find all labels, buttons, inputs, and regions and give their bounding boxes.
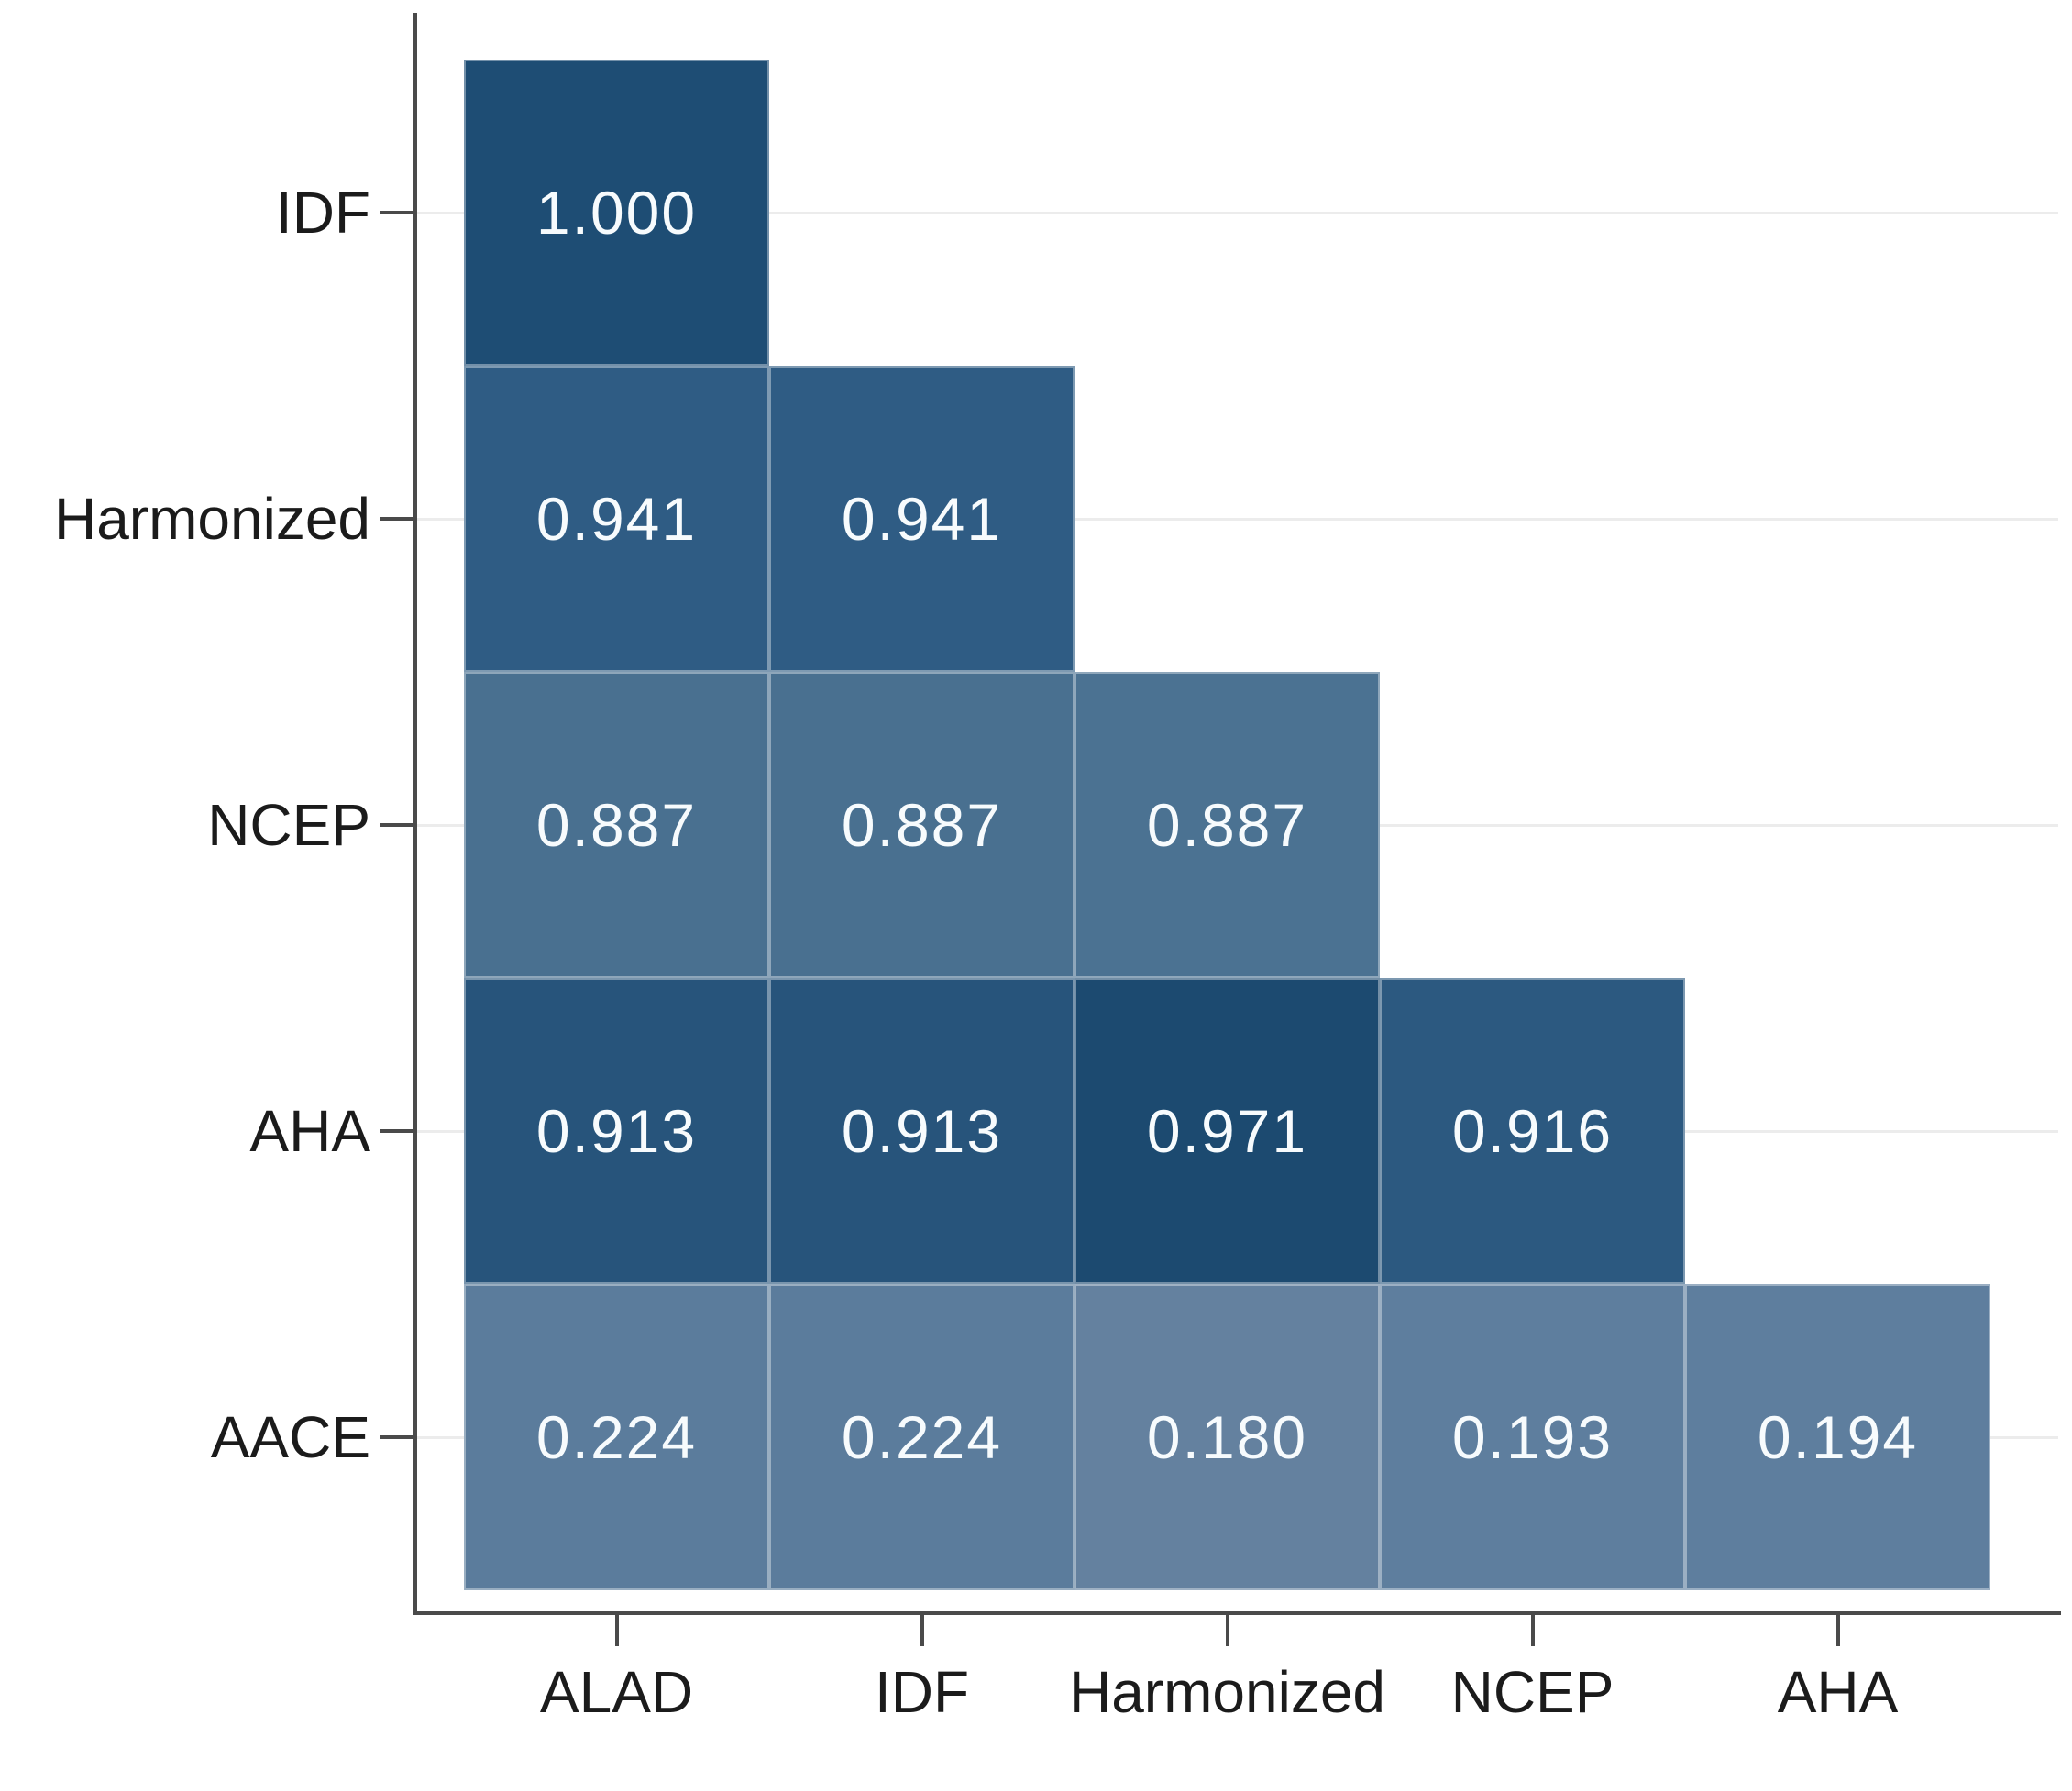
x-axis-tick <box>1835 1615 1840 1646</box>
cell-value: 0.887 <box>535 791 698 859</box>
y-axis-tick-label: AHA <box>249 1098 370 1164</box>
heatmap-cell: 0.887 <box>769 672 1075 978</box>
y-axis-tick-label: NCEP <box>207 792 370 858</box>
heatmap-cell: 0.193 <box>1380 1284 1685 1590</box>
y-axis-tick-label: IDF <box>275 180 370 246</box>
heatmap-cell: 0.887 <box>1075 672 1380 978</box>
y-axis-tick-label: AACE <box>210 1404 370 1470</box>
heatmap-cell: 0.194 <box>1685 1284 1990 1590</box>
cell-value: 0.224 <box>841 1403 1003 1471</box>
cell-value: 0.971 <box>1146 1097 1308 1165</box>
cell-value: 0.913 <box>841 1097 1003 1165</box>
x-axis-tick-label: NCEP <box>1450 1659 1615 1725</box>
y-axis-tick <box>380 211 413 214</box>
x-axis-tick-label: Harmonized <box>1068 1659 1386 1725</box>
heatmap-cell: 0.913 <box>769 978 1075 1284</box>
x-axis-tick <box>920 1615 924 1646</box>
cell-value: 0.193 <box>1451 1403 1614 1471</box>
cell-value: 0.180 <box>1146 1403 1308 1471</box>
heatmap-cell: 0.941 <box>464 366 769 672</box>
heatmap-cell: 0.916 <box>1380 978 1685 1284</box>
heatmap-cell: 0.887 <box>464 672 769 978</box>
heatmap-cell: 0.224 <box>464 1284 769 1590</box>
cell-value: 0.224 <box>535 1403 698 1471</box>
cell-value: 0.941 <box>535 485 698 553</box>
x-axis-tick <box>614 1615 619 1646</box>
heatmap-cell: 1.000 <box>464 60 769 366</box>
x-axis-tick-label: ALAD <box>539 1659 694 1725</box>
gridline <box>417 518 2058 521</box>
x-axis-tick <box>1530 1615 1535 1646</box>
y-axis-tick <box>380 517 413 521</box>
y-axis-tick <box>380 1435 413 1439</box>
heatmap-cell: 0.913 <box>464 978 769 1284</box>
x-axis-line <box>413 1611 2061 1615</box>
cell-value: 0.887 <box>841 791 1003 859</box>
heatmap-cell: 0.224 <box>769 1284 1075 1590</box>
heatmap-cell: 0.180 <box>1075 1284 1380 1590</box>
x-axis-tick-label: IDF <box>874 1659 970 1725</box>
cell-value: 0.913 <box>535 1097 698 1165</box>
y-axis-tick <box>380 1129 413 1133</box>
cell-value: 0.194 <box>1757 1403 1919 1471</box>
x-axis-tick-label: AHA <box>1777 1659 1899 1725</box>
cell-value: 1.000 <box>535 179 698 247</box>
cell-value: 0.887 <box>1146 791 1308 859</box>
gridline <box>417 212 2058 214</box>
cell-value: 0.941 <box>841 485 1003 553</box>
y-axis-line <box>413 13 417 1615</box>
heatmap-cell: 0.941 <box>769 366 1075 672</box>
cell-value: 0.916 <box>1451 1097 1614 1165</box>
heatmap-cell: 0.971 <box>1075 978 1380 1284</box>
x-axis-tick <box>1225 1615 1229 1646</box>
y-axis-tick-label: Harmonized <box>53 486 370 552</box>
y-axis-tick <box>380 823 413 827</box>
